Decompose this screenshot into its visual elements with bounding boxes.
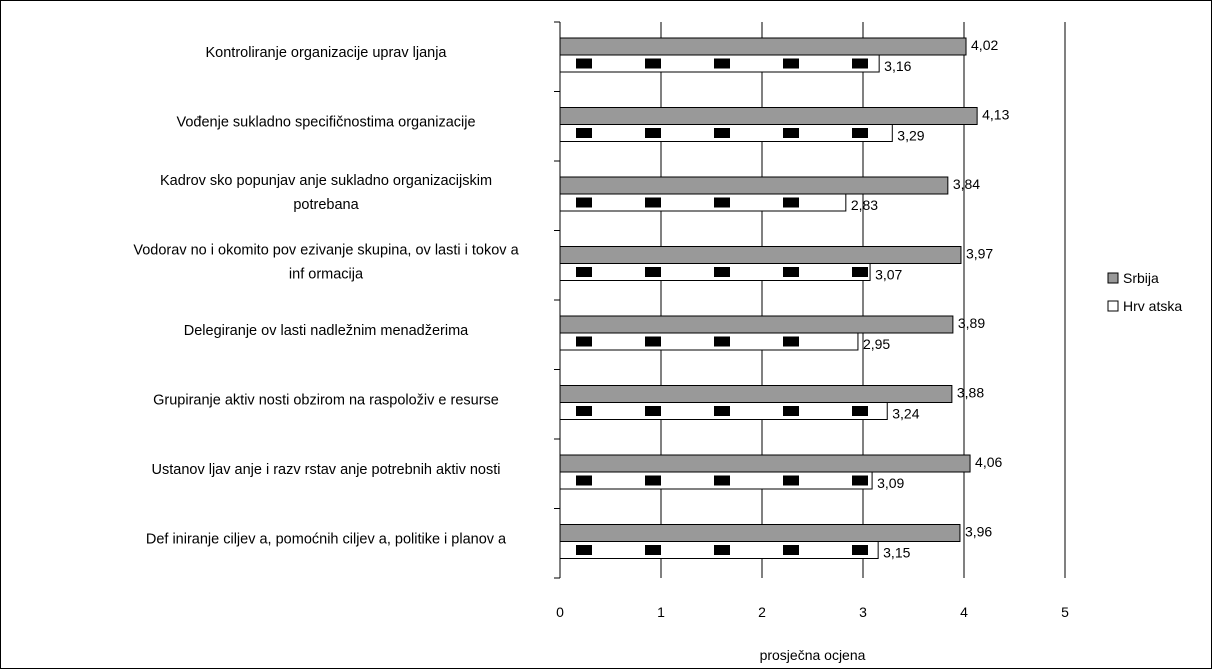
bar-srbija: [559, 524, 961, 542]
data-label-hrvatska: 3,15: [883, 545, 910, 561]
bar-pattern-mark: [714, 267, 730, 277]
bar-srbija: [559, 107, 978, 125]
legend-swatch: [1107, 300, 1119, 312]
x-axis-title: prosječna ocjena: [760, 647, 866, 663]
bar-pattern-mark: [852, 267, 868, 277]
legend-label: Hrv atska: [1123, 298, 1182, 314]
bar-pattern-mark: [852, 58, 868, 69]
bar-pattern-mark: [576, 267, 592, 277]
bar-pattern-mark: [714, 128, 730, 138]
bar-pattern-mark: [783, 58, 799, 69]
x-tick-label: 0: [556, 604, 564, 620]
bar-srbija: [559, 385, 953, 403]
x-tick-label: 5: [1061, 604, 1069, 620]
category-label: Ustanov ljav anje i razv rstav anje potr…: [152, 462, 501, 478]
category-label: Vodorav no i okomito pov ezivanje skupin…: [133, 242, 519, 258]
bar-srbija: [559, 176, 949, 195]
bar-pattern-mark: [576, 197, 592, 208]
x-tick-label: 2: [758, 604, 766, 620]
data-label-hrvatska: 3,07: [875, 267, 902, 283]
bar-pattern-mark: [645, 267, 661, 277]
bar-pattern-mark: [783, 336, 799, 347]
bar-pattern-mark: [645, 545, 661, 555]
bar-srbija: [559, 315, 954, 334]
bar-pattern-mark: [783, 406, 799, 416]
x-tick-label: 4: [960, 604, 968, 620]
bar-pattern-mark: [645, 475, 661, 486]
bar-pattern-mark: [645, 406, 661, 416]
bar-pattern-mark: [576, 336, 592, 347]
data-label-srbija: 4,13: [982, 107, 1009, 123]
bar-pattern-mark: [783, 197, 799, 208]
data-label-srbija: 3,97: [966, 246, 993, 262]
data-label-srbija: 4,06: [975, 454, 1002, 470]
bar-pattern-mark: [714, 197, 730, 208]
category-label: Kontroliranje organizacije uprav ljanja: [206, 45, 448, 61]
data-label-hrvatska: 3,24: [892, 406, 919, 422]
data-label-srbija: 3,89: [958, 315, 985, 331]
bar-hrvatska: [559, 332, 859, 351]
bar-hrvatska: [559, 193, 847, 212]
bar-pattern-mark: [714, 336, 730, 347]
x-tick-label: 1: [657, 604, 665, 620]
data-label-hrvatska: 2,83: [851, 197, 878, 213]
bar-pattern-mark: [645, 336, 661, 347]
bar-pattern-mark: [783, 545, 799, 555]
bar-pattern-mark: [714, 545, 730, 555]
data-label-srbija: 3,84: [953, 176, 980, 192]
category-label: Vođenje sukladno specifičnostima organiz…: [176, 114, 475, 130]
bar-pattern-mark: [852, 406, 868, 416]
category-label: inf ormacija: [289, 266, 364, 282]
bar-pattern-mark: [783, 267, 799, 277]
category-label: Kadrov sko popunjav anje sukladno organi…: [160, 173, 492, 189]
data-label-hrvatska: 3,29: [897, 128, 924, 144]
bar-pattern-mark: [852, 128, 868, 138]
bar-pattern-mark: [576, 406, 592, 416]
bar-srbija: [559, 37, 967, 56]
bar-pattern-mark: [783, 128, 799, 138]
bar-srbija: [559, 454, 971, 473]
bar-pattern-mark: [576, 128, 592, 138]
x-tick-label: 3: [859, 604, 867, 620]
data-label-hrvatska: 2,95: [863, 336, 890, 352]
bar-pattern-mark: [852, 545, 868, 555]
category-label: Def iniranje ciljev a, pomoćnih ciljev a…: [146, 531, 507, 547]
bar-pattern-mark: [714, 406, 730, 416]
category-label: Grupiranje aktiv nosti obzirom na raspol…: [153, 392, 499, 408]
bar-pattern-mark: [576, 545, 592, 555]
bar-pattern-mark: [714, 58, 730, 69]
data-label-srbija: 4,02: [971, 37, 998, 53]
data-label-srbija: 3,96: [965, 524, 992, 540]
data-label-hrvatska: 3,09: [877, 475, 904, 491]
bar-pattern-mark: [645, 197, 661, 208]
data-label-srbija: 3,88: [957, 385, 984, 401]
data-label-hrvatska: 3,16: [884, 58, 911, 74]
bar-pattern-mark: [783, 475, 799, 486]
legend-swatch: [1107, 272, 1119, 284]
bar-pattern-mark: [645, 128, 661, 138]
bar-pattern-mark: [714, 475, 730, 486]
legend-label: Srbija: [1123, 270, 1159, 286]
bar-srbija: [559, 246, 962, 264]
bar-pattern-mark: [645, 58, 661, 69]
bar-pattern-mark: [576, 58, 592, 69]
bar-pattern-mark: [852, 475, 868, 486]
category-label: Delegiranje ov lasti nadležnim menadžeri…: [184, 323, 469, 339]
bar-pattern-mark: [576, 475, 592, 486]
category-label: potrebana: [293, 197, 359, 213]
